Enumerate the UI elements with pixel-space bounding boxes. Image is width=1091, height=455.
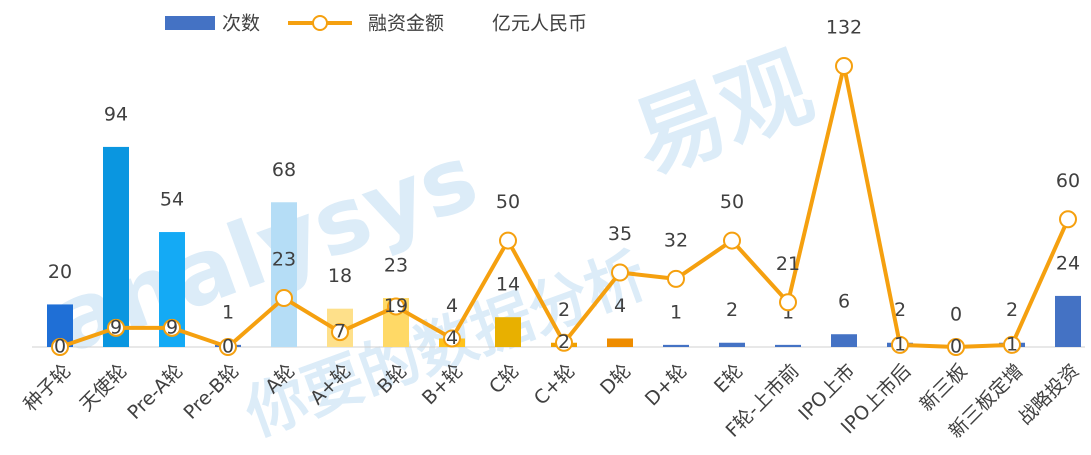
line-value-label: 32 (664, 229, 688, 251)
bar-value-label: 4 (614, 295, 626, 317)
x-tick-label: 种子轮 (20, 360, 76, 416)
line-marker (555, 333, 573, 352)
line-marker (51, 338, 69, 356)
bar (775, 344, 801, 347)
line-marker (891, 335, 909, 354)
x-tick-label: E轮 (710, 360, 747, 397)
bar-value-label: 2 (1006, 299, 1018, 321)
bar-value-label: 14 (496, 274, 520, 296)
line-value-label: 132 (826, 17, 862, 39)
bar (271, 202, 297, 347)
line-marker (947, 338, 965, 356)
line-marker (1003, 335, 1021, 354)
bar-value-label: 23 (384, 255, 408, 277)
bar (1055, 295, 1081, 347)
legend-label: 融资金额 (368, 13, 444, 35)
line-marker (331, 323, 349, 342)
bar (663, 344, 689, 347)
line-value-label: 9 (110, 316, 122, 338)
line-value-label: 2 (558, 331, 570, 353)
bar (607, 338, 633, 347)
line-value-label: 7 (334, 321, 346, 343)
bar-value-label: 6 (838, 291, 850, 313)
line-value-label: 21 (776, 253, 800, 275)
line-value-label: 9 (166, 316, 178, 338)
line-value-label: 23 (272, 249, 296, 271)
line-marker (499, 231, 517, 250)
bar-value-label: 24 (1056, 252, 1080, 274)
legend-label: 次数 (222, 13, 260, 35)
line-marker (835, 57, 853, 76)
line-value-label: 1 (894, 333, 906, 355)
line-marker (219, 338, 237, 356)
bar (103, 146, 129, 347)
line-marker (723, 231, 741, 250)
line-value-label: 19 (384, 295, 408, 317)
line-value-label: 50 (496, 191, 520, 213)
bar-value-label: 0 (950, 304, 962, 326)
line-marker (779, 293, 797, 312)
x-tick-label: 战略投资 (1014, 360, 1083, 429)
line-marker (387, 297, 405, 316)
bar (719, 342, 745, 347)
line-marker (275, 289, 293, 308)
line-marker (611, 263, 629, 282)
x-tick-label: Pre-B轮 (179, 360, 243, 424)
line-value-label: 1 (1006, 333, 1018, 355)
legend-swatch (165, 16, 215, 30)
bar-value-label: 4 (446, 295, 458, 317)
line-marker (1059, 210, 1077, 229)
x-tick-label: C+轮 (530, 360, 580, 410)
line-value-label: 0 (222, 336, 234, 358)
x-tick-label: Pre-A轮 (123, 360, 187, 424)
bar (831, 334, 857, 347)
bar-value-label: 2 (726, 299, 738, 321)
bar-value-label: 1 (670, 301, 682, 323)
bar-value-label: 2 (894, 299, 906, 321)
line-marker (163, 318, 181, 337)
legend-swatch (312, 15, 328, 31)
x-tick-label: D+轮 (641, 360, 692, 411)
watermark: 易观 (620, 34, 825, 194)
line-value-label: 0 (950, 336, 962, 358)
bar-value-label: 68 (272, 159, 296, 181)
line-marker (443, 329, 461, 348)
line-value-label: 50 (720, 191, 744, 213)
line-value-label: 35 (608, 223, 632, 245)
bar-value-label: 2 (558, 299, 570, 321)
line-marker (667, 269, 685, 288)
bar-value-label: 18 (328, 265, 352, 287)
bar-value-label: 94 (104, 103, 128, 125)
bar (495, 317, 521, 347)
unit-label: 亿元人民币 (492, 13, 587, 35)
bar-value-label: 1 (222, 301, 234, 323)
line-value-label: 60 (1056, 170, 1080, 192)
bar-value-label: 20 (48, 261, 72, 283)
line-value-label: 0 (54, 336, 66, 358)
bar-value-label: 54 (160, 189, 184, 211)
line-value-label: 4 (446, 327, 458, 349)
line-marker (107, 318, 125, 337)
x-tick-label: D轮 (596, 360, 635, 399)
